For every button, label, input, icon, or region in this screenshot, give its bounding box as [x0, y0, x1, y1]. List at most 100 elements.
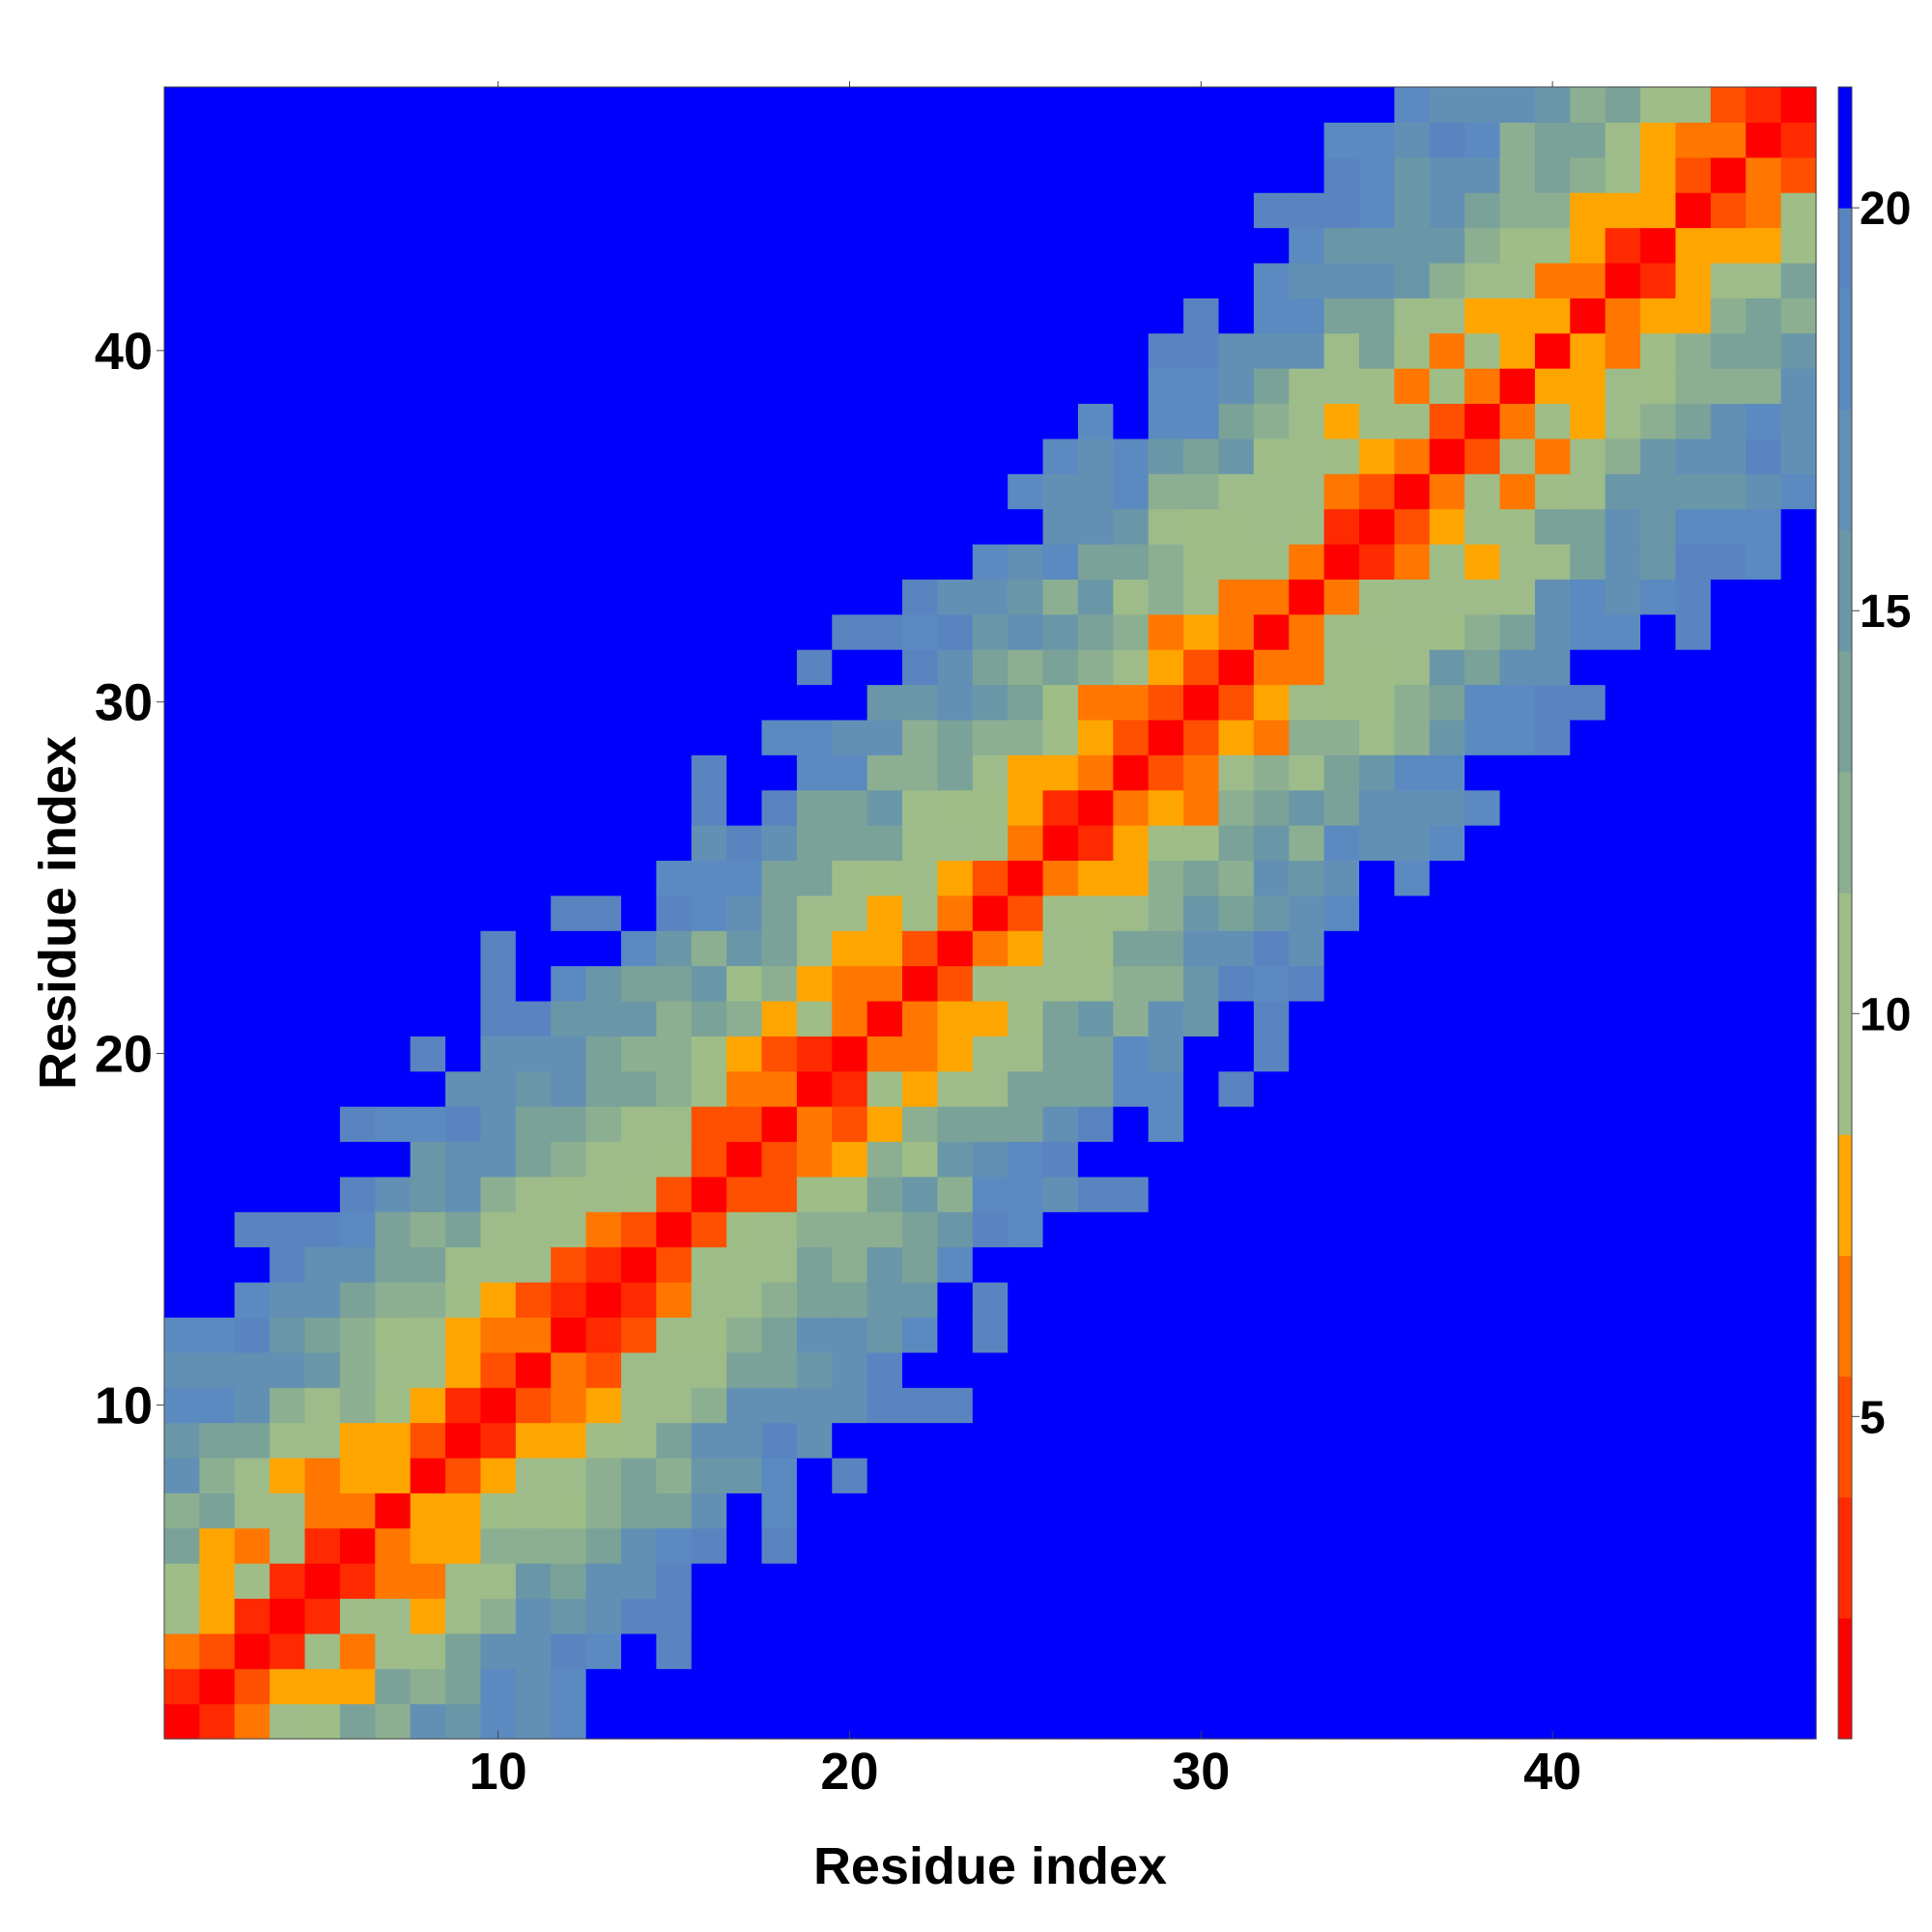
- heatmap-cell: [761, 1422, 798, 1459]
- heatmap-cell: [1710, 965, 1747, 1002]
- heatmap-cell: [1675, 684, 1712, 721]
- heatmap-cell: [761, 1246, 798, 1283]
- heatmap-cell: [1464, 156, 1501, 193]
- heatmap-cell: [1429, 1703, 1465, 1740]
- heatmap-cell: [164, 1282, 200, 1319]
- heatmap-cell: [1218, 1422, 1255, 1459]
- heatmap-cell: [1710, 1457, 1747, 1493]
- heatmap-cell: [1464, 825, 1501, 862]
- heatmap-cell: [1323, 789, 1360, 826]
- heatmap-cell: [199, 1246, 236, 1283]
- heatmap-cell: [1183, 684, 1220, 721]
- heatmap-cell: [1183, 825, 1220, 862]
- heatmap-cell: [375, 438, 412, 474]
- heatmap-cell: [1148, 1282, 1184, 1319]
- heatmap-cell: [375, 825, 412, 862]
- heatmap-cell: [656, 1633, 693, 1669]
- heatmap-cell: [1042, 332, 1079, 369]
- heatmap-cell: [1499, 1141, 1536, 1178]
- heatmap-cell: [1113, 1633, 1150, 1669]
- heatmap-cell: [1359, 1036, 1396, 1072]
- heatmap-cell: [304, 754, 341, 791]
- heatmap-cell: [902, 227, 939, 264]
- heatmap-cell: [270, 613, 306, 650]
- heatmap-cell: [480, 122, 517, 158]
- heatmap-cell: [1323, 719, 1360, 755]
- heatmap-cell: [1640, 508, 1677, 545]
- heatmap-cell: [199, 1457, 236, 1493]
- heatmap-cell: [551, 368, 587, 405]
- heatmap-cell: [1042, 1141, 1079, 1178]
- heatmap-cell: [1042, 825, 1079, 862]
- heatmap-cell: [902, 1563, 939, 1600]
- heatmap-cell: [726, 368, 763, 405]
- heatmap-cell: [1218, 825, 1255, 862]
- heatmap-cell: [656, 543, 693, 580]
- heatmap-cell: [234, 825, 270, 862]
- heatmap-cell: [585, 825, 622, 862]
- heatmap-cell: [1183, 1141, 1220, 1178]
- heatmap-cell: [867, 1282, 903, 1319]
- heatmap-cell: [304, 1211, 341, 1248]
- heatmap-cell: [515, 1351, 552, 1388]
- heatmap-cell: [1534, 719, 1571, 755]
- heatmap-cell: [304, 1176, 341, 1212]
- heatmap-cell: [480, 1141, 517, 1178]
- heatmap-cell: [1359, 473, 1396, 510]
- heatmap-cell: [515, 1703, 552, 1740]
- heatmap-cell: [867, 192, 903, 229]
- heatmap-cell: [972, 508, 1009, 545]
- heatmap-cell: [1780, 860, 1817, 896]
- heatmap-cell: [1605, 1176, 1641, 1212]
- heatmap-cell: [304, 473, 341, 510]
- heatmap-cell: [1570, 1176, 1606, 1212]
- heatmap-cell: [691, 1492, 727, 1529]
- heatmap-cell: [1746, 403, 1782, 440]
- heatmap-cell: [199, 1351, 236, 1388]
- heatmap-cell: [551, 1211, 587, 1248]
- heatmap-cell: [375, 1070, 412, 1107]
- heatmap-cell: [164, 719, 200, 755]
- heatmap-cell: [937, 508, 974, 545]
- heatmap-cell: [515, 579, 552, 615]
- heatmap-cell: [1394, 895, 1431, 931]
- heatmap-cell: [1429, 1176, 1465, 1212]
- heatmap-cell: [410, 1457, 446, 1493]
- heatmap-cell: [375, 1141, 412, 1178]
- heatmap-cell: [480, 649, 517, 686]
- heatmap-cell: [620, 192, 657, 229]
- heatmap-cell: [937, 1176, 974, 1212]
- heatmap-cell: [1148, 1211, 1184, 1248]
- heatmap-cell: [1780, 1000, 1817, 1037]
- heatmap-cell: [445, 473, 482, 510]
- heatmap-cell: [761, 1106, 798, 1143]
- heatmap-cell: [761, 298, 798, 334]
- heatmap-cell: [515, 122, 552, 158]
- heatmap-cell: [620, 473, 657, 510]
- heatmap-cell: [1534, 1492, 1571, 1529]
- heatmap-cell: [1710, 1668, 1747, 1705]
- heatmap-cell: [726, 930, 763, 967]
- heatmap-cell: [1183, 368, 1220, 405]
- heatmap-cell: [1780, 1036, 1817, 1072]
- heatmap-cell: [1042, 543, 1079, 580]
- heatmap-cell: [972, 1317, 1009, 1353]
- heatmap-cell: [585, 1563, 622, 1600]
- heatmap-cell: [1499, 684, 1536, 721]
- heatmap-cell: [1710, 332, 1747, 369]
- heatmap-cell: [339, 438, 376, 474]
- heatmap-cell: [1253, 227, 1290, 264]
- heatmap-cell: [1183, 719, 1220, 755]
- heatmap-cell: [339, 1176, 376, 1212]
- heatmap-cell: [1710, 579, 1747, 615]
- heatmap-cell: [1008, 87, 1044, 123]
- heatmap-cell: [937, 192, 974, 229]
- heatmap-cell: [445, 1563, 482, 1600]
- heatmap-cell: [1780, 1703, 1817, 1740]
- heatmap-cell: [726, 298, 763, 334]
- heatmap-cell: [304, 1106, 341, 1143]
- heatmap-cell: [1183, 1457, 1220, 1493]
- heatmap-cell: [1323, 754, 1360, 791]
- heatmap-cell: [339, 192, 376, 229]
